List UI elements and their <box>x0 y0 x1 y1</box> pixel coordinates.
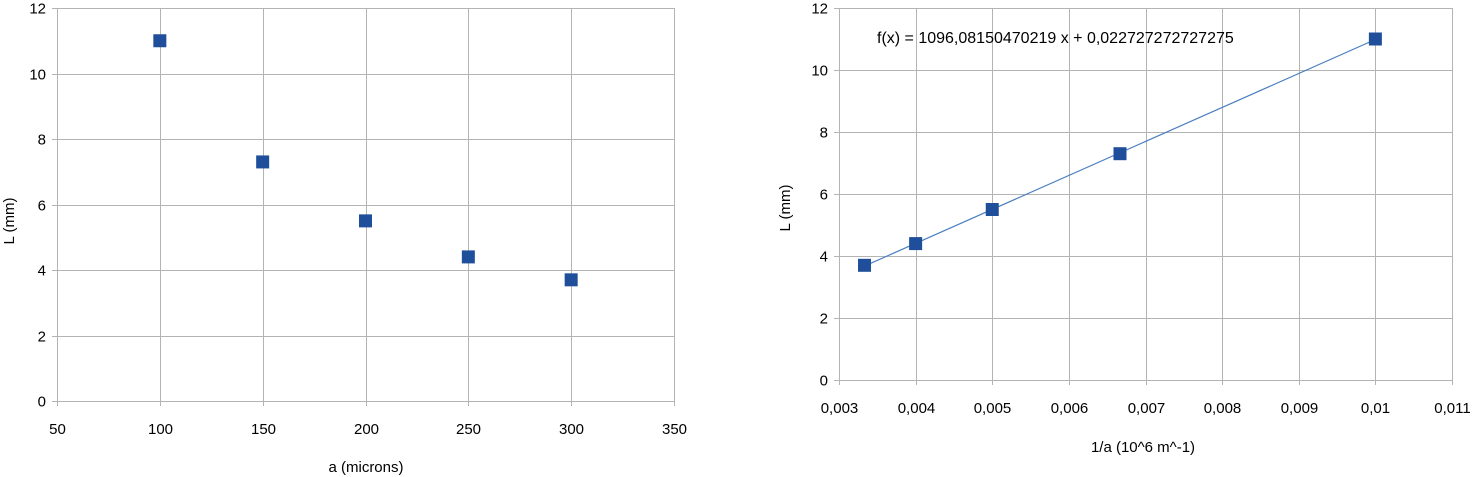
chart-1-y-tick-label: 8 <box>38 132 46 149</box>
chart-1-plot-area <box>57 8 675 402</box>
chart-1-y-axis-label: L (mm) <box>1 198 18 245</box>
chart-1-x-tick-label: 100 <box>148 421 173 438</box>
chart-1-y-tick-label: 2 <box>38 329 46 346</box>
chart-2-x-tick-label: 0,007 <box>1128 400 1166 417</box>
chart-1-x-tick-label: 50 <box>49 421 66 438</box>
chart-2-data-point <box>858 258 872 272</box>
chart-1-y-tick-label: 10 <box>29 67 46 84</box>
chart-2-y-tick-label: 10 <box>811 63 828 80</box>
chart-1-data-point <box>256 155 270 169</box>
chart-2-y-tick-label: 2 <box>820 311 828 328</box>
chart-inverse-a-vs-L: 0 2 4 6 8 10 12 0,003 0,004 0,005 0,006 0,007 0,008 0… <box>777 1 1471 457</box>
chart-1-y-tick-label: 6 <box>38 198 46 215</box>
chart-1-data-point <box>564 273 578 287</box>
chart-1-x-tick-label: 200 <box>354 421 379 438</box>
chart-1-y-tick-label: 0 <box>38 394 46 411</box>
chart-2-y-tick-label: 8 <box>820 125 828 142</box>
chart-2-data-point <box>909 237 923 251</box>
chart-1-data-point <box>153 34 167 48</box>
chart-2-x-tick-label: 0,004 <box>898 400 936 417</box>
chart-a-vs-L: 0 2 4 6 8 10 12 50 100 150 200 250 300 350 a (microns)… <box>1 1 687 477</box>
chart-1-x-tick-label: 300 <box>559 421 584 438</box>
chart-1-x-tick-label: 150 <box>251 421 276 438</box>
chart-2-x-tick-label: 0,011 <box>1434 400 1470 417</box>
chart-2-y-tick-label: 0 <box>820 373 828 390</box>
chart-2-data-point <box>1113 147 1127 161</box>
chart-2-data-point <box>985 203 999 216</box>
chart-1-x-tick-label: 250 <box>456 421 481 438</box>
chart-1-data-point <box>359 214 372 228</box>
chart-2-data-point <box>1368 32 1382 46</box>
chart-2-x-tick-label: 0,006 <box>1051 400 1089 417</box>
chart-2-x-tick-label: 0,008 <box>1204 400 1242 417</box>
chart-1-y-tick-label: 4 <box>38 263 46 280</box>
chart-2-x-tick-label: 0,003 <box>821 400 859 417</box>
chart-2-plot-area <box>839 8 1453 381</box>
chart-2-y-axis-label: L (mm) <box>777 185 794 232</box>
chart-2-y-tick-label: 12 <box>811 1 828 18</box>
chart-1-y-tick-label: 12 <box>29 1 46 18</box>
chart-2-x-tick-label: 0,005 <box>974 400 1012 417</box>
trendline-equation: f(x) = 1096,08150470219 x + 0,0227272727… <box>877 30 1234 47</box>
chart-1-data-point <box>461 250 475 264</box>
chart-1-x-axis-label: a (microns) <box>328 459 403 476</box>
chart-2-x-axis-label: 1/a (10^6 m^-1) <box>1091 439 1195 456</box>
chart-2-y-tick-label: 4 <box>820 249 828 266</box>
chart-2-x-tick-label: 0,009 <box>1281 400 1319 417</box>
chart-1-x-tick-label: 350 <box>662 421 687 438</box>
chart-2-y-tick-label: 6 <box>820 187 828 204</box>
chart-2-x-tick-label: 0,01 <box>1361 400 1390 417</box>
